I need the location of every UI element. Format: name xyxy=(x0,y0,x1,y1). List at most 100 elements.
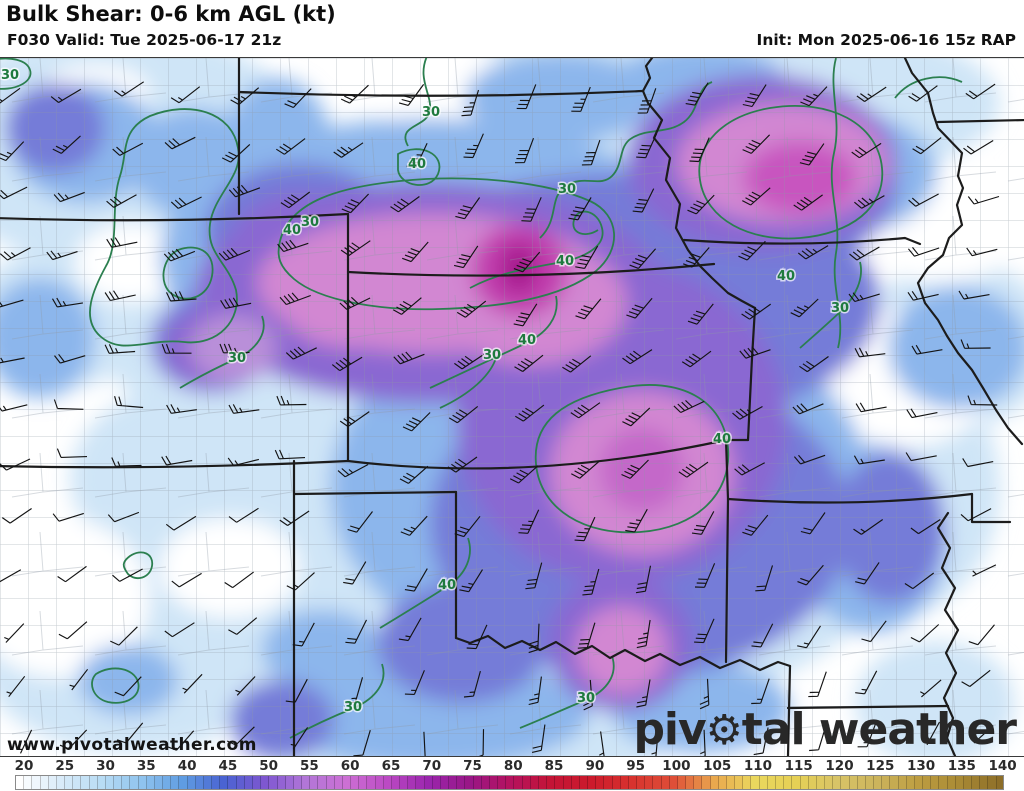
colorbar-cell xyxy=(481,776,490,789)
wind-barb xyxy=(0,357,25,364)
wind-barb xyxy=(905,452,937,462)
colorbar-cell xyxy=(751,776,760,789)
colorbar-cell xyxy=(302,776,311,789)
map-area: 30 30 40 30 30 40 40 40 30 30 40 30 40 40 30 30 www.piv… xyxy=(0,57,1024,757)
wind-barb xyxy=(59,729,88,750)
logo-text-post: tal weather xyxy=(741,704,1017,755)
wind-barb xyxy=(0,299,24,308)
wind-barb xyxy=(583,679,593,711)
wind-barb xyxy=(340,84,369,104)
wind-barb xyxy=(228,404,260,414)
colorbar-cell xyxy=(669,776,678,789)
wind-barb xyxy=(353,730,371,756)
wind-barb xyxy=(347,511,373,533)
wind-barb xyxy=(755,565,774,592)
wind-barb xyxy=(574,516,596,542)
colorbar-cell xyxy=(65,776,74,789)
colorbar-cell xyxy=(32,776,41,789)
wind-barb xyxy=(967,195,1000,205)
colorbar-cell xyxy=(334,776,343,789)
colorbar-cell xyxy=(440,776,450,789)
colorbar-cell xyxy=(882,776,891,789)
colorbar-cell xyxy=(906,776,915,789)
colorbar-cell xyxy=(653,776,662,789)
wind-barb xyxy=(575,245,599,269)
wind-barb xyxy=(515,404,545,422)
colorbar-cell xyxy=(310,776,319,789)
wind-barb xyxy=(571,460,600,479)
wind-barb xyxy=(792,403,824,415)
wind-barb xyxy=(741,303,772,320)
wind-barb xyxy=(742,134,771,154)
wind-barb xyxy=(629,248,657,269)
wind-barb xyxy=(581,139,601,166)
wind-barb xyxy=(694,563,716,588)
wind-barb xyxy=(104,290,136,302)
colorbar-tick: 20 xyxy=(14,758,34,774)
wind-barb xyxy=(398,617,422,642)
colorbar-cell xyxy=(375,776,384,789)
wind-barb xyxy=(0,458,31,471)
wind-barb xyxy=(345,619,368,644)
wind-barb xyxy=(853,455,885,465)
wind-barb xyxy=(521,197,542,222)
wind-barb xyxy=(111,457,142,467)
colorbar-cell xyxy=(48,776,57,789)
colorbar-cell xyxy=(293,776,303,789)
wind-barb xyxy=(163,248,196,262)
colorbar-tick: 110 xyxy=(743,758,773,774)
colorbar-cell xyxy=(277,776,286,789)
wind-barb xyxy=(694,618,715,644)
colorbar-cell xyxy=(849,776,858,789)
wind-barb xyxy=(793,454,826,465)
wind-barb xyxy=(738,240,766,261)
colorbar-cell xyxy=(473,776,482,789)
colorbar-cell xyxy=(252,776,262,789)
wind-barb xyxy=(809,724,827,752)
colorbar-cell xyxy=(269,776,278,789)
wind-barb xyxy=(907,247,940,257)
wind-barb xyxy=(907,290,939,301)
wind-barb xyxy=(228,184,261,198)
colorbar-cell xyxy=(367,776,376,789)
colorbar-tick: 60 xyxy=(340,758,360,774)
wind-barb xyxy=(58,621,88,640)
colorbar-tick: 55 xyxy=(300,758,319,774)
colorbar-cell xyxy=(506,776,515,789)
wind-barb xyxy=(673,399,705,414)
wind-barb xyxy=(114,396,144,409)
wind-barb xyxy=(518,509,540,534)
colorbar-cell xyxy=(735,776,744,789)
wind-barb xyxy=(599,731,605,756)
wind-barb xyxy=(54,353,86,364)
contour-label: 30 xyxy=(483,348,501,363)
wind-barb xyxy=(286,572,315,591)
wind-barb xyxy=(689,137,710,163)
wind-barb xyxy=(171,572,202,588)
contour-label: 30 xyxy=(577,691,595,706)
wind-barb xyxy=(461,89,480,117)
wind-barb xyxy=(112,568,143,582)
colorbar-cell xyxy=(97,776,106,789)
colorbar-cell xyxy=(416,776,425,789)
colorbar-cell xyxy=(637,776,646,789)
wind-barb xyxy=(797,245,829,260)
wind-barb xyxy=(636,619,651,649)
wind-barb xyxy=(110,626,138,646)
wind-barb xyxy=(742,514,769,536)
wind-barb xyxy=(571,86,591,112)
wind-barb xyxy=(107,511,140,523)
colorbar-cell xyxy=(914,776,924,789)
wind-barb xyxy=(0,141,25,162)
wind-barb xyxy=(227,457,260,467)
wind-barb xyxy=(799,143,825,166)
colorbar-tick: 70 xyxy=(422,758,442,774)
wind-barb xyxy=(636,133,657,159)
colorbar-cell xyxy=(898,776,907,789)
wind-barb xyxy=(52,512,84,522)
wind-barb xyxy=(161,344,192,354)
colorbar-cell xyxy=(923,776,932,789)
wind-barb xyxy=(800,86,828,107)
wind-barb xyxy=(285,678,308,703)
